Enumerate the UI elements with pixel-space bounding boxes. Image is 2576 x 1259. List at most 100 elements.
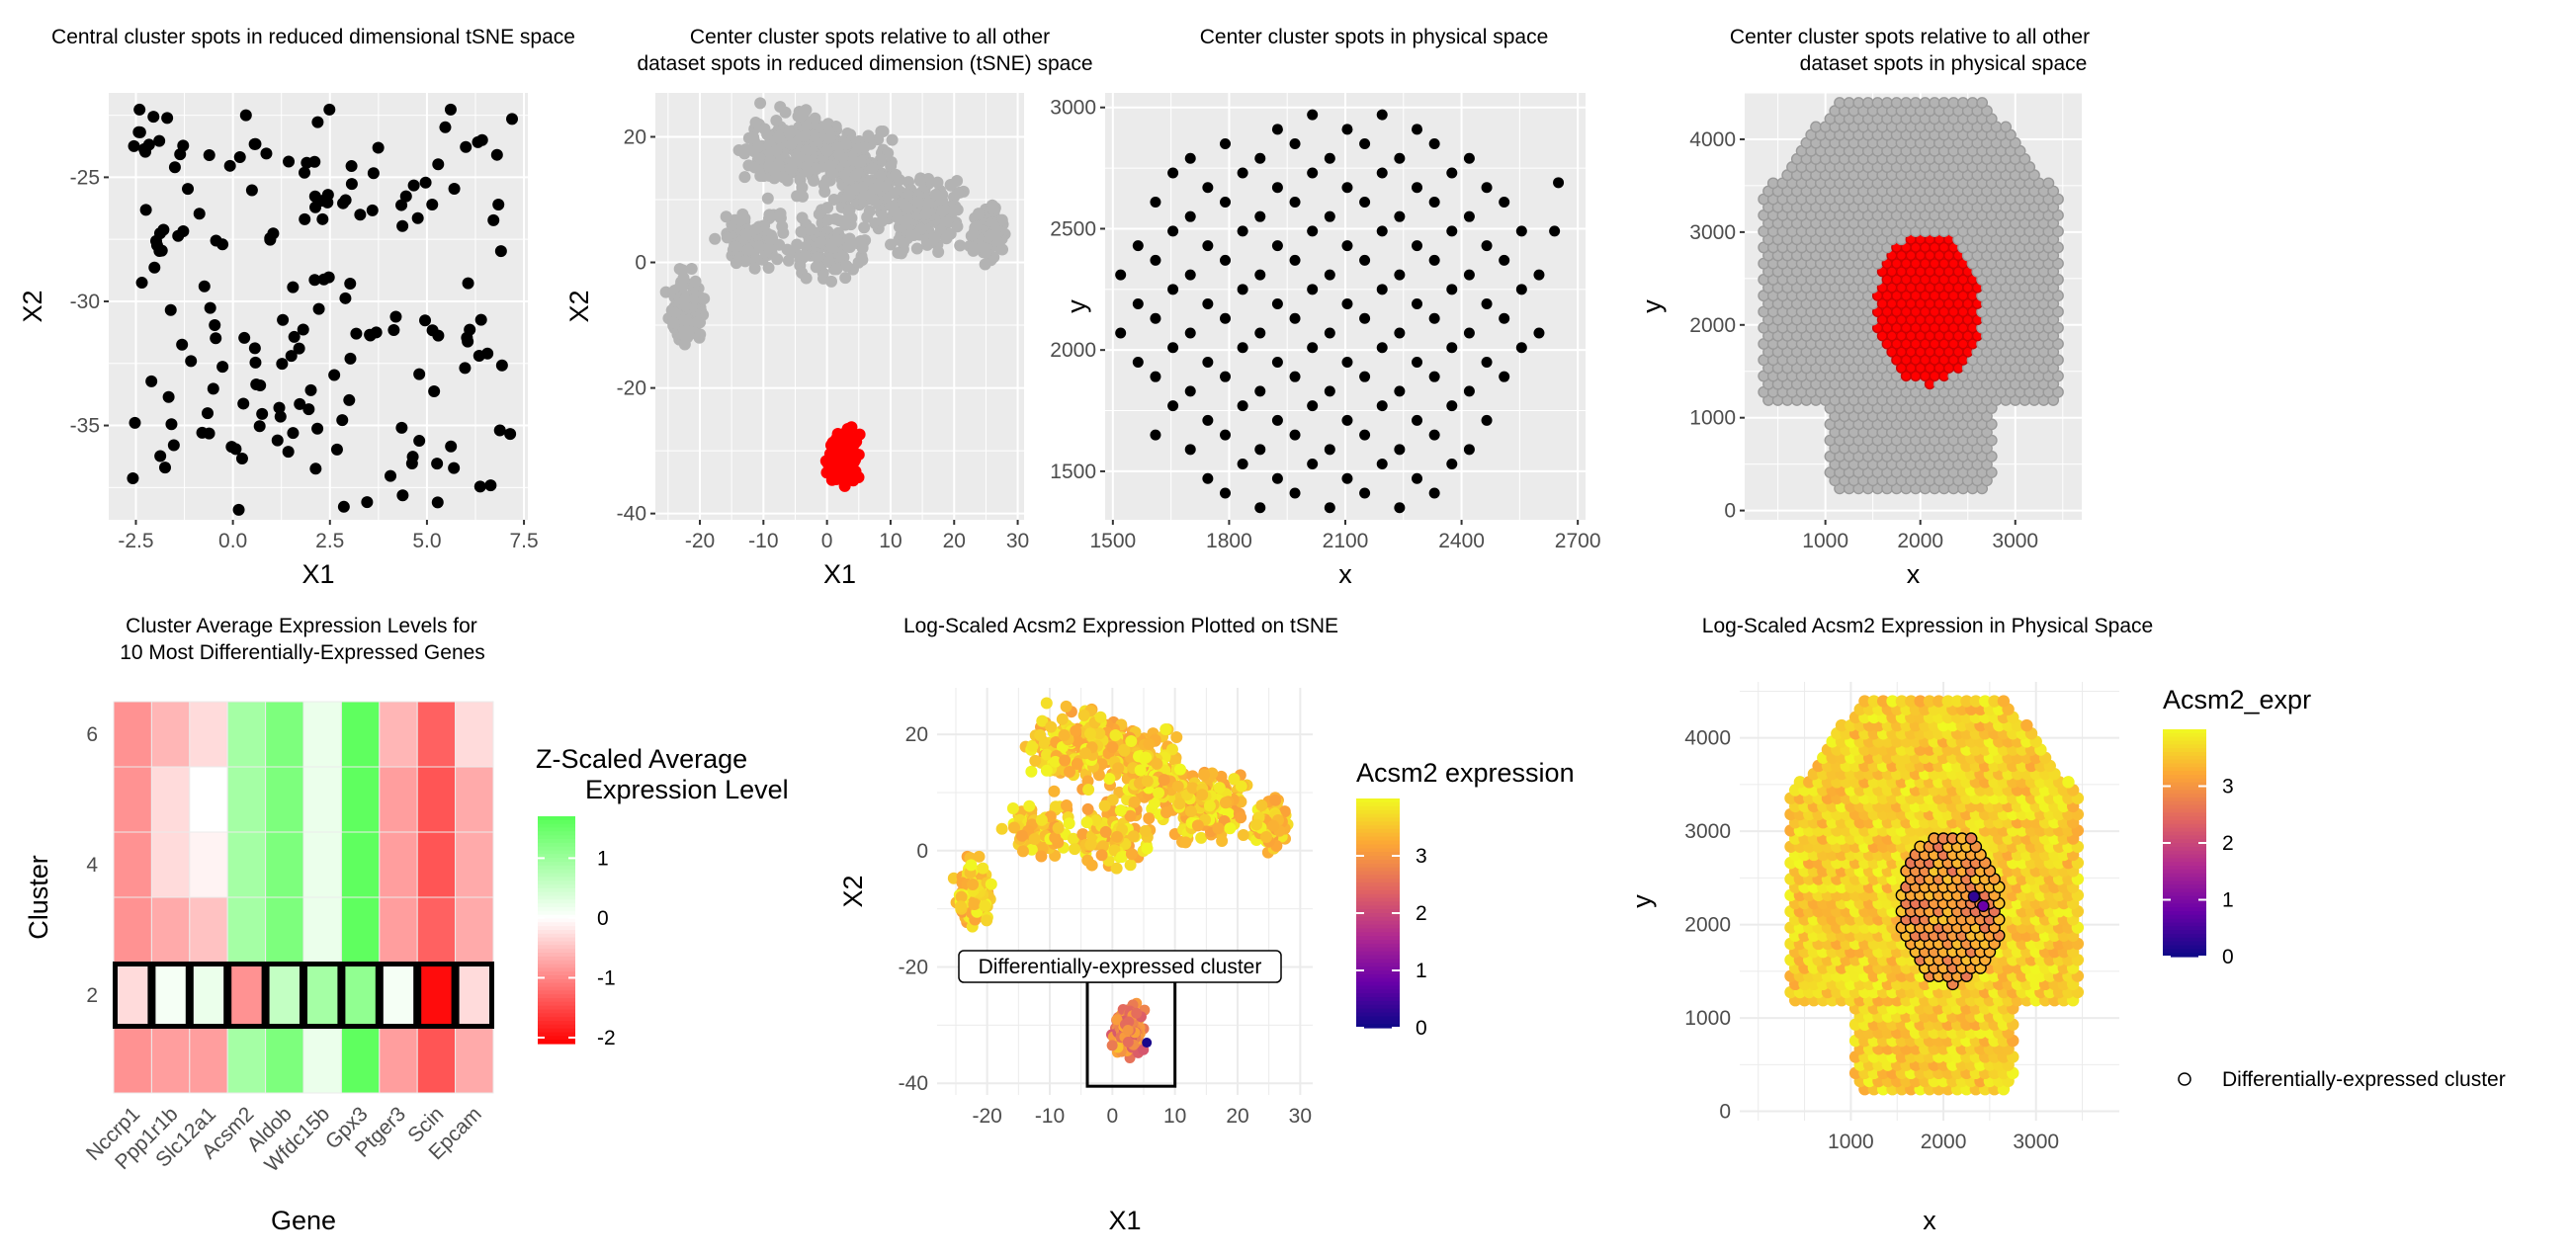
p1-point	[407, 179, 420, 192]
p6-point	[1083, 727, 1096, 740]
p5-title-line2: 10 Most Differentially-Expressed Genes	[120, 641, 485, 664]
p1-point	[321, 196, 334, 209]
p5-heatmap-cell	[302, 896, 342, 964]
p6-point	[1224, 822, 1237, 835]
p1-point	[344, 352, 357, 365]
p2-x-tick-label: -20	[685, 530, 715, 552]
p6-point	[1071, 757, 1083, 770]
p2-point-other	[677, 272, 690, 285]
p2-point-other	[785, 137, 798, 150]
p2-point-other	[659, 286, 672, 298]
p2-point-other	[689, 275, 702, 288]
p1-point	[484, 479, 497, 492]
p1-point	[273, 401, 286, 414]
p1-point	[133, 103, 146, 116]
p5-y-tick-label: 4	[86, 854, 98, 877]
p2-point-other	[797, 190, 810, 203]
p5-heatmap-cell	[379, 701, 418, 768]
p5-legend-gradient-step	[538, 937, 575, 943]
p6-point	[995, 822, 1008, 835]
p6-point	[1077, 709, 1090, 721]
p3-point	[1376, 459, 1388, 470]
p5-heatmap-cell	[265, 701, 304, 768]
p4-y-tick-label: 2000	[1689, 314, 1736, 337]
p1-point	[490, 148, 503, 161]
p4-y-tick-label: 1000	[1689, 407, 1736, 430]
p6-point-cluster	[1123, 1016, 1135, 1028]
p5-heatmap-cell	[455, 896, 494, 964]
p6-point	[1015, 829, 1028, 842]
p6-point-cluster	[1122, 1025, 1134, 1037]
p2-x-tick-label: 10	[879, 530, 902, 552]
p3-point	[1307, 459, 1319, 470]
p2-point-other	[777, 226, 790, 239]
p5-heatmap-cell	[302, 1027, 342, 1094]
p6-point	[1216, 835, 1229, 848]
p2-point-other	[720, 210, 732, 223]
p6-point	[1198, 769, 1211, 782]
p5-legend-label: -2	[597, 1027, 616, 1049]
p5-legend-gradient-step	[538, 869, 575, 875]
p3-point	[1376, 284, 1388, 295]
p1-point	[311, 422, 324, 435]
p2-point-other	[782, 254, 795, 267]
p6-point	[1111, 830, 1124, 843]
p3-point	[1394, 269, 1406, 281]
p6-y-tick-label: 20	[905, 723, 928, 746]
p5-legend-gradient-step	[538, 1001, 575, 1007]
p1-point	[419, 176, 432, 189]
p1-point	[260, 147, 273, 160]
p3-point	[1184, 152, 1196, 164]
p3-point	[1184, 269, 1196, 281]
p1-point	[287, 427, 300, 440]
p2-point-other	[839, 272, 852, 285]
p3-point	[1412, 124, 1423, 135]
p1-title: Central cluster spots in reduced dimensi…	[51, 26, 575, 48]
p2-point-other	[858, 221, 871, 234]
p5-legend-gradient-step	[538, 854, 575, 859]
p3-point	[1254, 269, 1266, 281]
p3-point	[1324, 502, 1335, 514]
p6-legend-gradient-step	[1356, 909, 1400, 914]
p2-point-other	[754, 97, 767, 110]
p2-x-tick-label: 0	[821, 530, 833, 552]
p3-point	[1341, 298, 1353, 310]
p3-point	[1428, 196, 1440, 208]
p5-heatmap-cell	[189, 766, 228, 833]
p6-point	[1143, 737, 1156, 750]
p1-point	[361, 496, 374, 509]
p1-point	[283, 155, 296, 168]
p2-point-other	[679, 293, 692, 305]
p5-heatmap-cell	[455, 701, 494, 768]
p6-y-tick-label: 0	[916, 840, 928, 863]
p1-y-tick-label: -30	[70, 291, 100, 313]
p1-point	[232, 503, 245, 516]
p1-point	[233, 150, 246, 163]
p6-point	[1237, 829, 1249, 842]
p1-point	[487, 213, 500, 226]
p2-point-other	[825, 241, 838, 254]
p2-point-other	[796, 181, 809, 194]
p6-legend-label: 1	[1416, 960, 1427, 982]
p1-point	[309, 462, 322, 475]
p1-point	[354, 209, 367, 221]
p3-point	[1376, 167, 1388, 179]
p1-point	[493, 424, 506, 437]
p3-point	[1412, 414, 1423, 426]
p7-title: Log-Scaled Acsm2 Expression in Physical …	[1702, 615, 2153, 637]
p6-point	[1109, 728, 1122, 741]
p6-legend-gradient-step	[1356, 951, 1400, 957]
p6-legend-gradient-step	[1356, 963, 1400, 967]
p3-point	[1446, 459, 1458, 470]
p6-legend-gradient-step	[1356, 973, 1400, 979]
p7-y-tick-label: 2000	[1684, 914, 1731, 937]
p1-point	[439, 121, 452, 133]
p2-point-other	[774, 101, 787, 114]
p6-point	[1063, 765, 1075, 778]
p5-heatmap-cell	[265, 766, 304, 833]
p3-point	[1394, 444, 1406, 456]
p6-point	[1106, 741, 1119, 754]
p6-legend-gradient-step	[1356, 897, 1400, 902]
p5-legend-gradient-step	[538, 865, 575, 871]
p2-point-other	[738, 255, 751, 268]
